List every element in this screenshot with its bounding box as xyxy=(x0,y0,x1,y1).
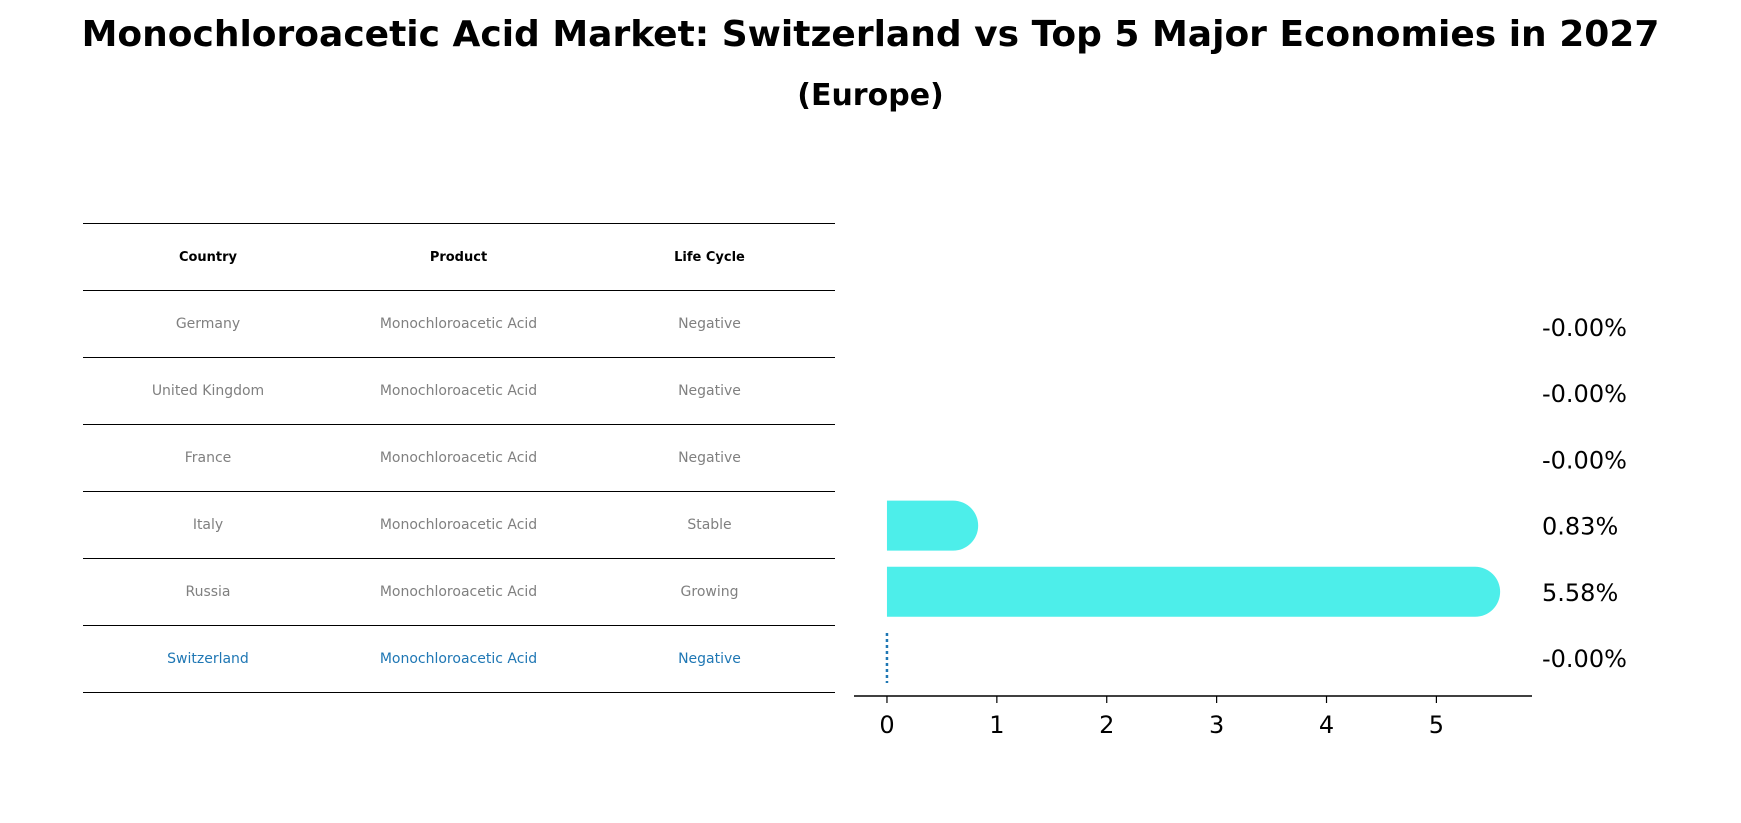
data-label: 0.83% xyxy=(1542,513,1618,541)
x-tick-label: 4 xyxy=(1319,711,1334,739)
header-country: Country xyxy=(178,249,238,265)
table-header-row: Country Product Life Cycle xyxy=(83,223,835,290)
data-label: -0.00% xyxy=(1542,446,1627,474)
x-tick-label: 0 xyxy=(879,711,894,739)
cell-country: Germany xyxy=(175,316,241,332)
cell-product: Monochloroacetic Acid xyxy=(379,450,538,466)
cell-product: Monochloroacetic Acid xyxy=(379,316,538,332)
x-tick-label: 1 xyxy=(989,711,1004,739)
table-row: Italy Monochloroacetic Acid Stable xyxy=(83,491,835,558)
growth-bar-chart: 0 1 2 3 4 5 -0.00% -0.00% -0.00% 0.83% 5.58% -0.00% xyxy=(854,314,1627,739)
cell-country: Russia xyxy=(185,584,231,600)
header-life-cycle: Life Cycle xyxy=(674,249,745,265)
data-label: -0.00% xyxy=(1542,314,1627,342)
cell-life-cycle: Negative xyxy=(678,450,741,466)
x-tick-label: 3 xyxy=(1209,711,1224,739)
bar-russia xyxy=(886,566,1501,617)
cell-product: Monochloroacetic Acid xyxy=(379,383,538,399)
x-tick-label: 5 xyxy=(1429,711,1444,739)
cell-country: United Kingdom xyxy=(151,383,265,399)
table-row: United Kingdom Monochloroacetic Acid Neg… xyxy=(83,357,835,424)
x-tick-label: 2 xyxy=(1099,711,1114,739)
data-label: 5.58% xyxy=(1542,579,1618,607)
cell-country: France xyxy=(184,450,232,466)
data-label: -0.00% xyxy=(1542,380,1627,408)
cell-country: Italy xyxy=(192,517,224,533)
table-row: Germany Monochloroacetic Acid Negative xyxy=(83,290,835,357)
header-product: Product xyxy=(429,249,488,265)
cell-life-cycle: Negative xyxy=(678,316,741,332)
cell-life-cycle: Negative xyxy=(678,651,741,667)
cell-product: Monochloroacetic Acid xyxy=(379,651,538,667)
cell-product: Monochloroacetic Acid xyxy=(379,584,538,600)
data-label: -0.00% xyxy=(1542,645,1627,673)
cell-life-cycle: Growing xyxy=(680,584,739,600)
table-row: Russia Monochloroacetic Acid Growing xyxy=(83,558,835,625)
table-row-highlighted: Switzerland Monochloroacetic Acid Negati… xyxy=(83,625,835,693)
bar-italy xyxy=(886,500,979,551)
chart-subtitle: (Europe) xyxy=(797,78,944,113)
cell-life-cycle: Negative xyxy=(678,383,741,399)
cell-life-cycle: Stable xyxy=(687,517,732,533)
lifecycle-table: Country Product Life Cycle Germany Monoc… xyxy=(83,223,835,693)
cell-product: Monochloroacetic Acid xyxy=(379,517,538,533)
chart-title: Monochloroacetic Acid Market: Switzerlan… xyxy=(81,14,1660,55)
table-row: France Monochloroacetic Acid Negative xyxy=(83,424,835,491)
cell-country: Switzerland xyxy=(167,651,249,667)
